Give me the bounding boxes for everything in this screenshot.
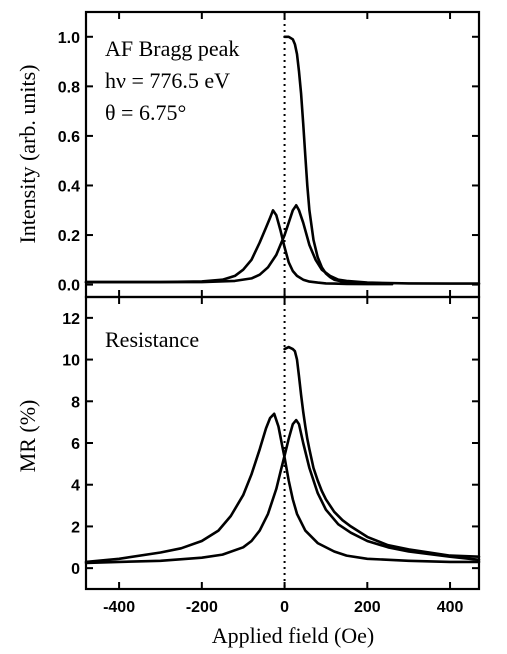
top-y-axis-label: Intensity (arb. units): [15, 64, 40, 243]
annotation-af-bragg-peak: AF Bragg peak: [105, 36, 239, 61]
top-ytick-label: 0.6: [58, 129, 80, 146]
bottom-series-1-line: [84, 412, 481, 564]
x-axis-label: Applied field (Oe): [212, 623, 375, 648]
bottom-ytick-label: 2: [71, 519, 80, 536]
bottom-series-3-line: [283, 345, 481, 558]
bottom-series-2-line: [84, 418, 481, 565]
top-ytick-label: 0.8: [58, 79, 80, 96]
top-series-3-line: [283, 35, 369, 285]
bottom-y-axis-label: MR (%): [15, 400, 40, 473]
annotation-photon-energy: hν = 776.5 eV: [105, 68, 230, 93]
top-series-2-line: [84, 204, 481, 285]
annotation-angle: θ = 6.75°: [105, 100, 186, 125]
top-ytick-label: 0.4: [58, 178, 80, 195]
bottom-ytick-label: 8: [71, 394, 80, 411]
bottom-ytick-label: 0: [71, 561, 80, 578]
xtick-label: -400: [103, 599, 135, 616]
xtick-label: 0: [280, 599, 289, 616]
xtick-label: 200: [354, 599, 381, 616]
top-ytick-label: 0.2: [58, 228, 80, 245]
top-series-1-line: [84, 209, 394, 286]
bottom-ytick-label: 6: [71, 436, 80, 453]
bottom-ytick-label: 10: [62, 353, 80, 370]
xtick-label: 400: [437, 599, 464, 616]
top-ytick-label: 0.0: [58, 278, 80, 295]
bottom-ytick-label: 12: [62, 311, 80, 328]
bottom-ytick-label: 4: [71, 478, 80, 495]
annotation-resistance: Resistance: [105, 327, 199, 352]
top-ytick-label: 1.0: [58, 30, 80, 47]
xtick-label: -200: [186, 599, 218, 616]
